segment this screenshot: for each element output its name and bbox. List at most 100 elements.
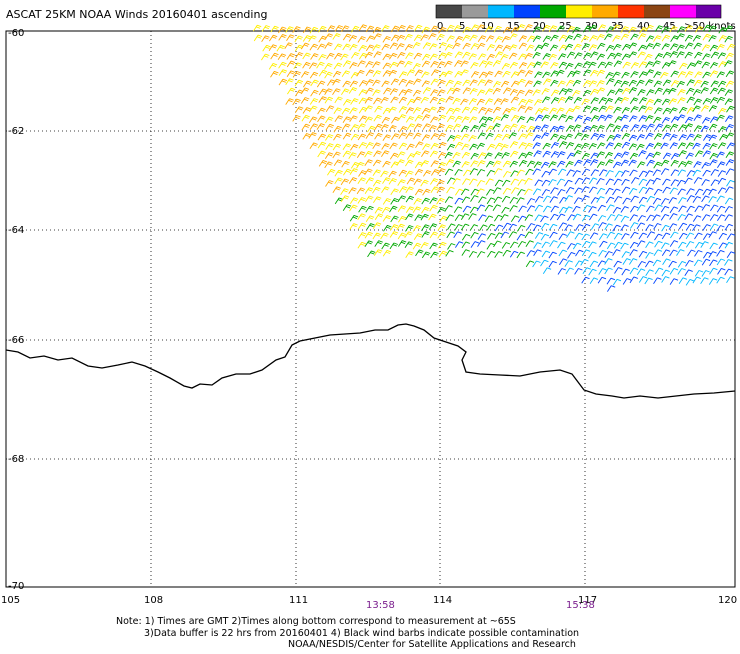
wind-barb <box>374 213 384 220</box>
wind-barb <box>428 33 437 40</box>
wind-barb <box>518 133 527 140</box>
wind-barb <box>637 240 646 247</box>
legend-label-45: 45 <box>663 21 676 32</box>
wind-barb <box>342 43 351 51</box>
wind-barb <box>646 89 655 96</box>
wind-barb <box>574 232 583 240</box>
wind-barb <box>388 170 397 178</box>
wind-barb <box>365 195 374 203</box>
wind-barb <box>308 35 317 43</box>
wind-barb <box>678 232 688 240</box>
wind-barb <box>452 123 462 131</box>
wind-barb <box>716 276 725 284</box>
wind-barb <box>382 177 391 184</box>
wind-barb <box>710 223 719 231</box>
graticule <box>6 31 735 587</box>
wind-barb <box>524 80 534 87</box>
wind-barb <box>645 252 654 259</box>
wind-barb <box>621 178 630 186</box>
wind-barb <box>629 276 638 284</box>
wind-barb <box>357 36 366 43</box>
wind-barb <box>692 34 702 42</box>
wind-barb <box>622 258 631 265</box>
wind-barb <box>358 97 367 105</box>
wind-barb <box>324 62 333 70</box>
wind-barb <box>622 87 631 95</box>
wind-barb <box>405 213 414 221</box>
wind-barb <box>549 44 559 52</box>
wind-barb <box>620 215 629 223</box>
wind-barb <box>511 187 520 194</box>
legend-label-20: 20 <box>533 21 546 32</box>
wind-barb <box>390 215 399 223</box>
wind-barb <box>381 143 390 150</box>
wind-barb <box>709 87 719 95</box>
wind-barb <box>693 259 703 267</box>
coastline <box>5 323 736 399</box>
wind-barb <box>270 70 279 78</box>
wind-barb <box>564 133 573 141</box>
wind-barb <box>501 195 511 203</box>
wind-barb <box>356 69 365 77</box>
wind-barb <box>612 224 621 232</box>
wind-barb <box>421 71 430 79</box>
wind-barb <box>549 114 559 122</box>
wind-barb <box>444 44 454 51</box>
wind-barb <box>645 24 654 32</box>
wind-barb <box>541 179 550 187</box>
wind-barb <box>606 78 615 85</box>
wind-barb <box>269 34 278 42</box>
wind-barb <box>413 123 423 131</box>
legend-label-0: 0 <box>437 21 443 32</box>
wind-barb <box>710 204 719 212</box>
wind-barb <box>446 231 455 239</box>
wind-barb <box>517 116 526 123</box>
wind-barb <box>589 35 598 42</box>
wind-barb <box>517 189 526 196</box>
wind-barb <box>325 143 334 150</box>
wind-barb <box>405 107 415 114</box>
wind-barb <box>572 90 581 97</box>
wind-barb <box>654 233 663 241</box>
wind-barb <box>518 159 528 167</box>
wind-barb <box>668 223 678 230</box>
wind-barb <box>725 168 735 175</box>
wind-barb <box>365 87 374 95</box>
wind-barb <box>590 223 600 230</box>
wind-barb <box>645 269 654 276</box>
lon-label-120: 120 <box>718 595 737 606</box>
wind-barb <box>653 80 663 88</box>
wind-barb <box>421 150 430 157</box>
lat-label-60: -60 <box>8 28 24 39</box>
wind-barb <box>285 78 294 85</box>
wind-barb <box>644 106 654 114</box>
wind-barb <box>286 60 296 68</box>
wind-barb <box>518 205 527 213</box>
wind-barb <box>660 205 670 213</box>
wind-barb <box>662 79 672 87</box>
wind-barb <box>318 69 328 77</box>
wind-barb <box>342 80 351 88</box>
wind-barb <box>686 87 695 95</box>
wind-barb <box>645 224 654 231</box>
wind-barb <box>380 232 389 240</box>
wind-barb <box>468 98 478 105</box>
wind-barb <box>588 24 598 32</box>
wind-barb <box>373 33 382 40</box>
wind-barb <box>532 51 541 59</box>
wind-barb <box>692 105 701 113</box>
wind-barb <box>500 144 509 151</box>
wind-barb <box>396 43 405 50</box>
wind-barb <box>572 105 581 113</box>
wind-barb <box>654 25 664 32</box>
wind-barb <box>253 24 262 32</box>
wind-barb <box>494 36 504 43</box>
wind-barb <box>421 107 430 115</box>
wind-barb <box>676 249 685 256</box>
wind-barb <box>566 169 575 177</box>
wind-barb <box>559 258 568 265</box>
wind-barb <box>486 242 495 250</box>
wind-barb <box>678 197 687 204</box>
wind-barb <box>606 242 616 250</box>
wind-barb <box>589 232 599 239</box>
